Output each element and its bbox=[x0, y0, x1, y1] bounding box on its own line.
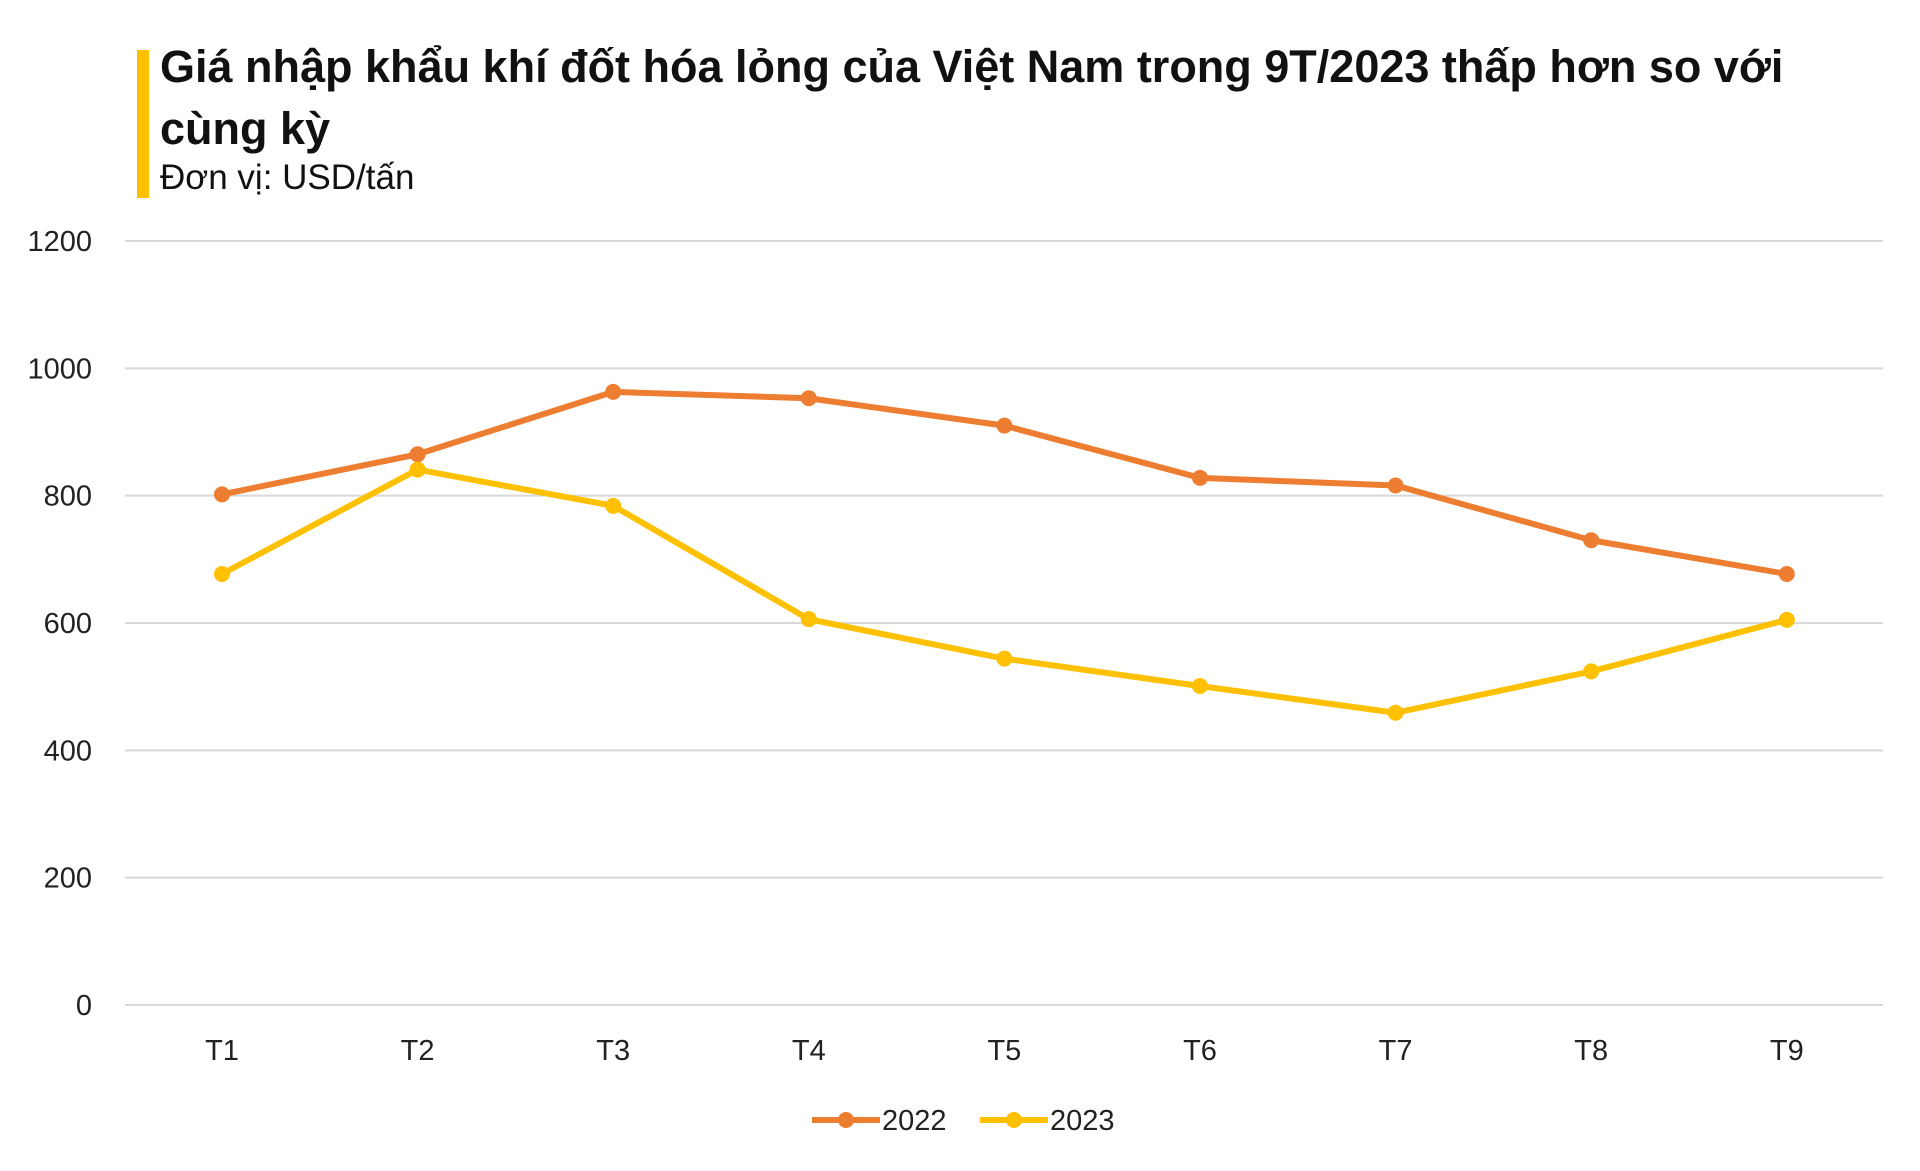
data-point bbox=[214, 486, 230, 503]
data-point bbox=[214, 565, 230, 582]
title-accent-bar bbox=[137, 50, 149, 198]
y-tick-label: 800 bbox=[44, 481, 92, 513]
data-point bbox=[409, 446, 426, 463]
series-line bbox=[219, 466, 1790, 716]
gridlines bbox=[125, 240, 1883, 1006]
data-point bbox=[1778, 611, 1795, 628]
series-lines bbox=[214, 383, 1795, 721]
data-point bbox=[996, 650, 1013, 667]
y-tick-label: 0 bbox=[76, 990, 92, 1022]
data-point bbox=[1387, 477, 1404, 494]
x-tick-label: T5 bbox=[987, 1035, 1021, 1067]
data-point bbox=[1192, 678, 1208, 695]
y-tick-label: 1200 bbox=[27, 226, 92, 258]
y-tick-label: 400 bbox=[44, 735, 92, 767]
y-tick-label: 1000 bbox=[27, 353, 92, 385]
x-tick-label: T7 bbox=[1379, 1035, 1413, 1067]
data-point bbox=[1192, 469, 1208, 486]
legend-label: 2022 bbox=[882, 1105, 947, 1137]
x-tick-label: T9 bbox=[1770, 1035, 1804, 1067]
data-point bbox=[1583, 663, 1600, 680]
legend: 2022 2023 bbox=[812, 1105, 1115, 1137]
y-tick-label: 600 bbox=[44, 608, 92, 640]
chart-subtitle: Đơn vị: USD/tấn bbox=[160, 158, 415, 197]
x-tick-label: T6 bbox=[1183, 1035, 1217, 1067]
data-point bbox=[1778, 565, 1795, 582]
y-tick-label: 200 bbox=[44, 863, 92, 895]
chart-title: Giá nhập khẩu khí đốt hóa lỏng của Việt … bbox=[160, 41, 1784, 154]
x-tick-label: T1 bbox=[205, 1035, 239, 1067]
x-axis-ticks: T1 T2 T3 T4 T5 T6 T7 T8 T9 bbox=[205, 1035, 1804, 1067]
legend-item: 2023 bbox=[980, 1105, 1115, 1137]
legend-label: 2023 bbox=[1050, 1105, 1115, 1137]
data-point bbox=[800, 390, 817, 407]
data-point bbox=[605, 497, 622, 514]
series-2022 bbox=[214, 383, 1795, 582]
x-tick-label: T8 bbox=[1574, 1035, 1608, 1067]
y-axis-ticks: 0 200 400 600 800 1000 1200 bbox=[27, 226, 92, 1022]
data-point bbox=[409, 461, 426, 478]
data-point bbox=[1387, 704, 1404, 721]
data-point bbox=[800, 611, 817, 628]
data-point bbox=[1583, 532, 1600, 549]
series-2023 bbox=[214, 461, 1795, 721]
x-tick-label: T3 bbox=[596, 1035, 630, 1067]
legend-swatch-marker bbox=[1006, 1112, 1022, 1128]
x-tick-label: T4 bbox=[792, 1035, 826, 1067]
x-tick-label: T2 bbox=[401, 1035, 435, 1067]
legend-item: 2022 bbox=[812, 1105, 947, 1137]
data-point bbox=[996, 417, 1013, 434]
legend-swatch-marker bbox=[838, 1112, 854, 1128]
data-point bbox=[605, 383, 622, 400]
